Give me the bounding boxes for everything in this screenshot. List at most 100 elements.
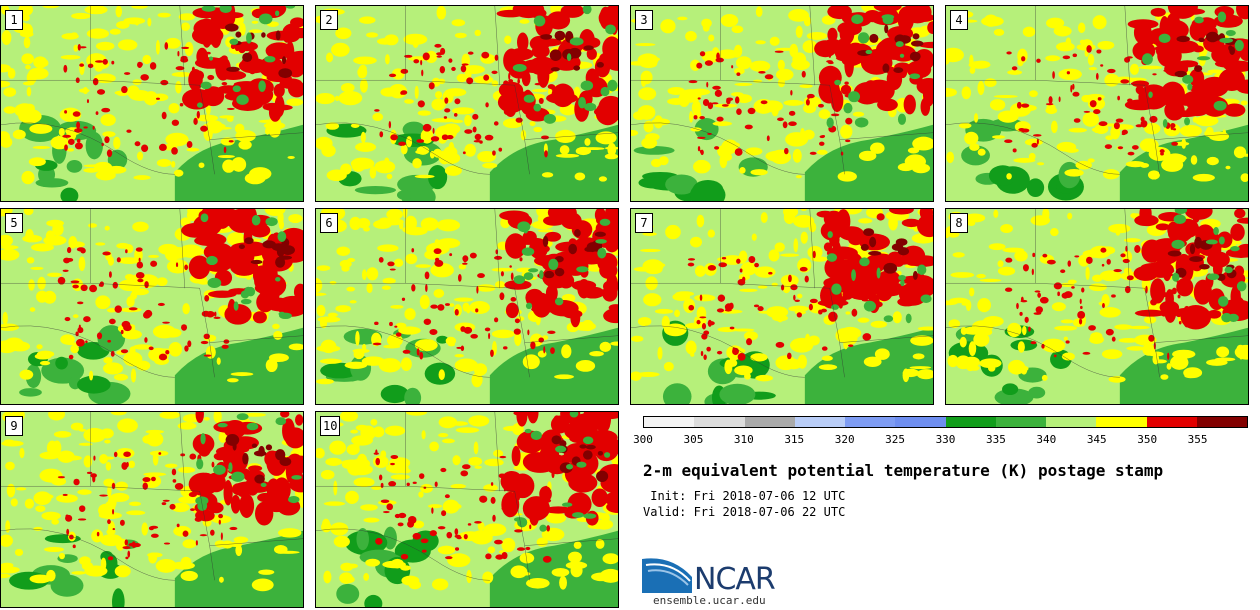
colorbar-swatch	[744, 417, 795, 427]
yellow-blob	[1114, 324, 1133, 330]
yellow-blob	[643, 293, 662, 307]
red-speckle	[116, 257, 121, 263]
green-blob	[19, 388, 42, 397]
yellow-blob	[1051, 302, 1066, 312]
red-speckle	[422, 52, 430, 61]
yellow-blob	[637, 316, 652, 327]
yellow-blob	[1046, 17, 1065, 29]
red-speckle	[175, 66, 185, 71]
green-speck	[1205, 239, 1218, 245]
red-speckle	[529, 524, 532, 530]
red-core-blob	[273, 83, 285, 98]
yellow-blob	[775, 47, 795, 51]
green-blob	[665, 174, 698, 195]
yellow-blob	[146, 431, 164, 447]
red-speckle	[711, 102, 719, 105]
red-speckle	[1020, 299, 1028, 303]
yellow-blob	[130, 368, 137, 383]
yellow-blob	[400, 144, 408, 155]
yellow-blob	[171, 71, 193, 78]
red-speckle	[218, 519, 221, 525]
yellow-blob	[1007, 322, 1022, 338]
yellow-blob	[230, 372, 254, 377]
green-speck	[859, 257, 870, 267]
red-speckle	[95, 111, 99, 116]
red-speckle	[1078, 318, 1083, 325]
dark-red-blob	[868, 251, 882, 256]
yellow-blob	[642, 259, 664, 273]
green-blob	[1026, 178, 1045, 198]
red-speckle	[793, 294, 796, 301]
yellow-blob	[114, 90, 132, 96]
red-speckle	[794, 299, 800, 303]
red-core-blob	[548, 300, 579, 317]
red-core-blob	[536, 45, 550, 53]
colorbar-swatch	[945, 417, 996, 427]
yellow-blob	[339, 572, 353, 584]
red-speckle	[736, 108, 742, 116]
yellow-blob	[203, 416, 210, 421]
yellow-blob	[526, 577, 550, 589]
red-core-blob	[213, 421, 244, 433]
red-speckle	[423, 318, 432, 325]
yellow-blob	[25, 64, 31, 70]
yellow-blob	[1088, 67, 1097, 71]
red-core-blob	[1235, 79, 1248, 94]
red-speckle	[422, 123, 432, 132]
ncar-logo-icon[interactable]	[642, 553, 802, 597]
yellow-blob	[993, 28, 1005, 36]
yellow-blob	[78, 256, 86, 272]
red-speckle	[460, 470, 469, 477]
yellow-blob	[474, 465, 482, 469]
red-core-blob	[864, 9, 881, 23]
yellow-blob	[948, 319, 961, 329]
site-url[interactable]: ensemble.ucar.edu	[653, 594, 766, 607]
yellow-blob	[123, 351, 143, 367]
yellow-blob	[152, 451, 159, 466]
red-speckle	[158, 452, 162, 455]
red-core-blob	[197, 509, 215, 522]
yellow-blob	[340, 412, 359, 422]
green-speck	[857, 32, 870, 44]
green-speck	[1236, 281, 1247, 292]
yellow-blob	[29, 307, 36, 312]
green-speck	[213, 464, 226, 475]
red-speckle	[716, 116, 724, 122]
colorbar-swatch	[845, 417, 896, 427]
red-speckle	[64, 144, 68, 151]
yellow-blob	[946, 47, 964, 63]
yellow-blob	[159, 412, 181, 419]
red-speckle	[1086, 256, 1093, 264]
yellow-blob	[484, 458, 504, 467]
red-speckle	[464, 129, 473, 134]
red-speckle	[821, 346, 828, 351]
red-speckle	[818, 103, 824, 108]
yellow-blob	[1046, 104, 1056, 112]
state-boundary	[946, 122, 1120, 175]
dark-red-blob	[582, 450, 593, 460]
yellow-blob	[113, 373, 129, 381]
red-speckle	[458, 274, 462, 282]
yellow-blob	[28, 279, 35, 291]
red-speckle	[731, 65, 734, 69]
red-speckle	[74, 128, 83, 133]
red-speckle	[1057, 291, 1060, 297]
yellow-blob	[334, 95, 340, 102]
yellow-blob	[132, 344, 153, 350]
red-speckle	[485, 553, 492, 560]
green-speck	[576, 461, 587, 468]
red-speckle	[120, 349, 129, 354]
red-speckle	[79, 505, 86, 512]
dark-red-blob	[1198, 37, 1205, 43]
red-speckle	[440, 467, 447, 473]
red-speckle	[687, 258, 696, 261]
yellow-blob	[464, 114, 472, 127]
yellow-blob	[316, 304, 326, 317]
green-speck	[898, 274, 906, 281]
yellow-blob	[382, 277, 396, 285]
green-speck	[201, 6, 216, 12]
yellow-blob	[788, 305, 809, 312]
red-speckle	[760, 100, 768, 105]
yellow-blob	[1148, 170, 1160, 180]
dark-red-blob	[869, 33, 879, 43]
